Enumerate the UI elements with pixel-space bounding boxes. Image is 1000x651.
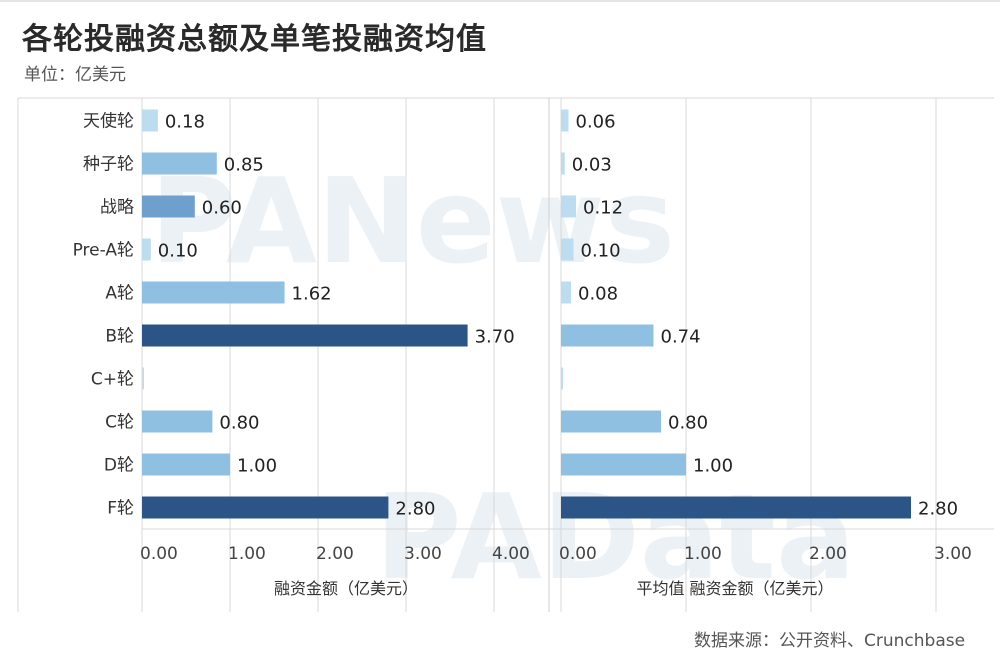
category-label: C+轮 — [91, 370, 134, 390]
bar — [142, 453, 230, 476]
bar — [142, 195, 195, 218]
data-label: 0.74 — [661, 327, 701, 348]
data-label: 0.18 — [165, 112, 205, 133]
bar — [142, 410, 213, 433]
data-label: 0.08 — [578, 284, 618, 305]
category-label: B轮 — [105, 327, 134, 347]
x-tick-label: 1.00 — [228, 544, 266, 564]
data-source: 数据来源：公开资料、Crunchbase — [694, 631, 966, 651]
bar — [561, 152, 565, 175]
watermark-padata: PAData — [375, 468, 856, 606]
category-label: 战略 — [100, 198, 134, 218]
bar — [561, 367, 563, 390]
data-label: 0.12 — [583, 198, 623, 219]
bar — [142, 281, 285, 304]
category-label: 种子轮 — [83, 155, 134, 175]
x-tick-label: 2.00 — [316, 544, 354, 564]
data-label: 0.80 — [668, 413, 708, 434]
x-tick-label: 3.00 — [404, 544, 442, 564]
category-label: 天使轮 — [83, 111, 134, 132]
chart-title: 各轮投融资总额及单笔投融资均值 — [22, 22, 487, 57]
watermark-panews: PANews — [150, 152, 675, 290]
x-tick-label: 1.00 — [684, 544, 722, 564]
watermark-layer: PANews PAData — [150, 152, 856, 606]
bar — [561, 109, 569, 132]
data-label: 0.80 — [219, 413, 259, 434]
data-label: 1.62 — [292, 284, 332, 305]
bar — [561, 324, 654, 347]
bar — [142, 496, 389, 519]
data-label: 0.10 — [158, 241, 198, 262]
x-axis-title: 融资金额（亿美元） — [274, 579, 418, 598]
bar — [142, 109, 158, 132]
category-label: D轮 — [104, 456, 134, 476]
top-divider — [0, 0, 1000, 2]
unit-label: 单位：亿美元 — [24, 65, 126, 85]
data-label: 1.00 — [693, 456, 733, 477]
bar — [561, 238, 574, 261]
frame-layer — [17, 97, 994, 612]
category-label: Pre-A轮 — [73, 241, 134, 261]
data-label: 0.06 — [576, 112, 616, 133]
bar — [142, 324, 468, 347]
data-label: 0.03 — [572, 155, 612, 176]
data-label: 3.70 — [475, 327, 515, 348]
category-label: F轮 — [107, 499, 134, 519]
bar — [561, 496, 911, 519]
x-tick-label: 4.00 — [492, 544, 530, 564]
x-tick-label: 2.00 — [809, 544, 847, 564]
bar — [561, 281, 571, 304]
x-tick-label: 0.00 — [140, 544, 178, 564]
panel-average-funding: 0.00 1.00 2.00 3.00 0.06 0.03 0.12 0.10 0.08 0.74… — [559, 98, 972, 612]
bar — [142, 367, 144, 390]
bar — [561, 410, 661, 433]
bar — [561, 453, 686, 476]
data-label: 0.60 — [202, 198, 242, 219]
data-label: 0.85 — [224, 155, 264, 176]
bar — [561, 195, 576, 218]
data-label: 1.00 — [237, 456, 277, 477]
x-tick-label: 0.00 — [559, 544, 597, 564]
x-tick-label: 3.00 — [934, 544, 972, 564]
data-label: 2.80 — [395, 499, 435, 520]
bar — [142, 152, 217, 175]
data-label: 2.80 — [918, 499, 958, 520]
x-axis-title: 平均值 融资金额（亿美元） — [636, 579, 833, 598]
data-label: 0.10 — [581, 241, 621, 262]
category-label: C轮 — [105, 413, 134, 433]
bar — [142, 238, 151, 261]
category-label: A轮 — [105, 284, 134, 304]
